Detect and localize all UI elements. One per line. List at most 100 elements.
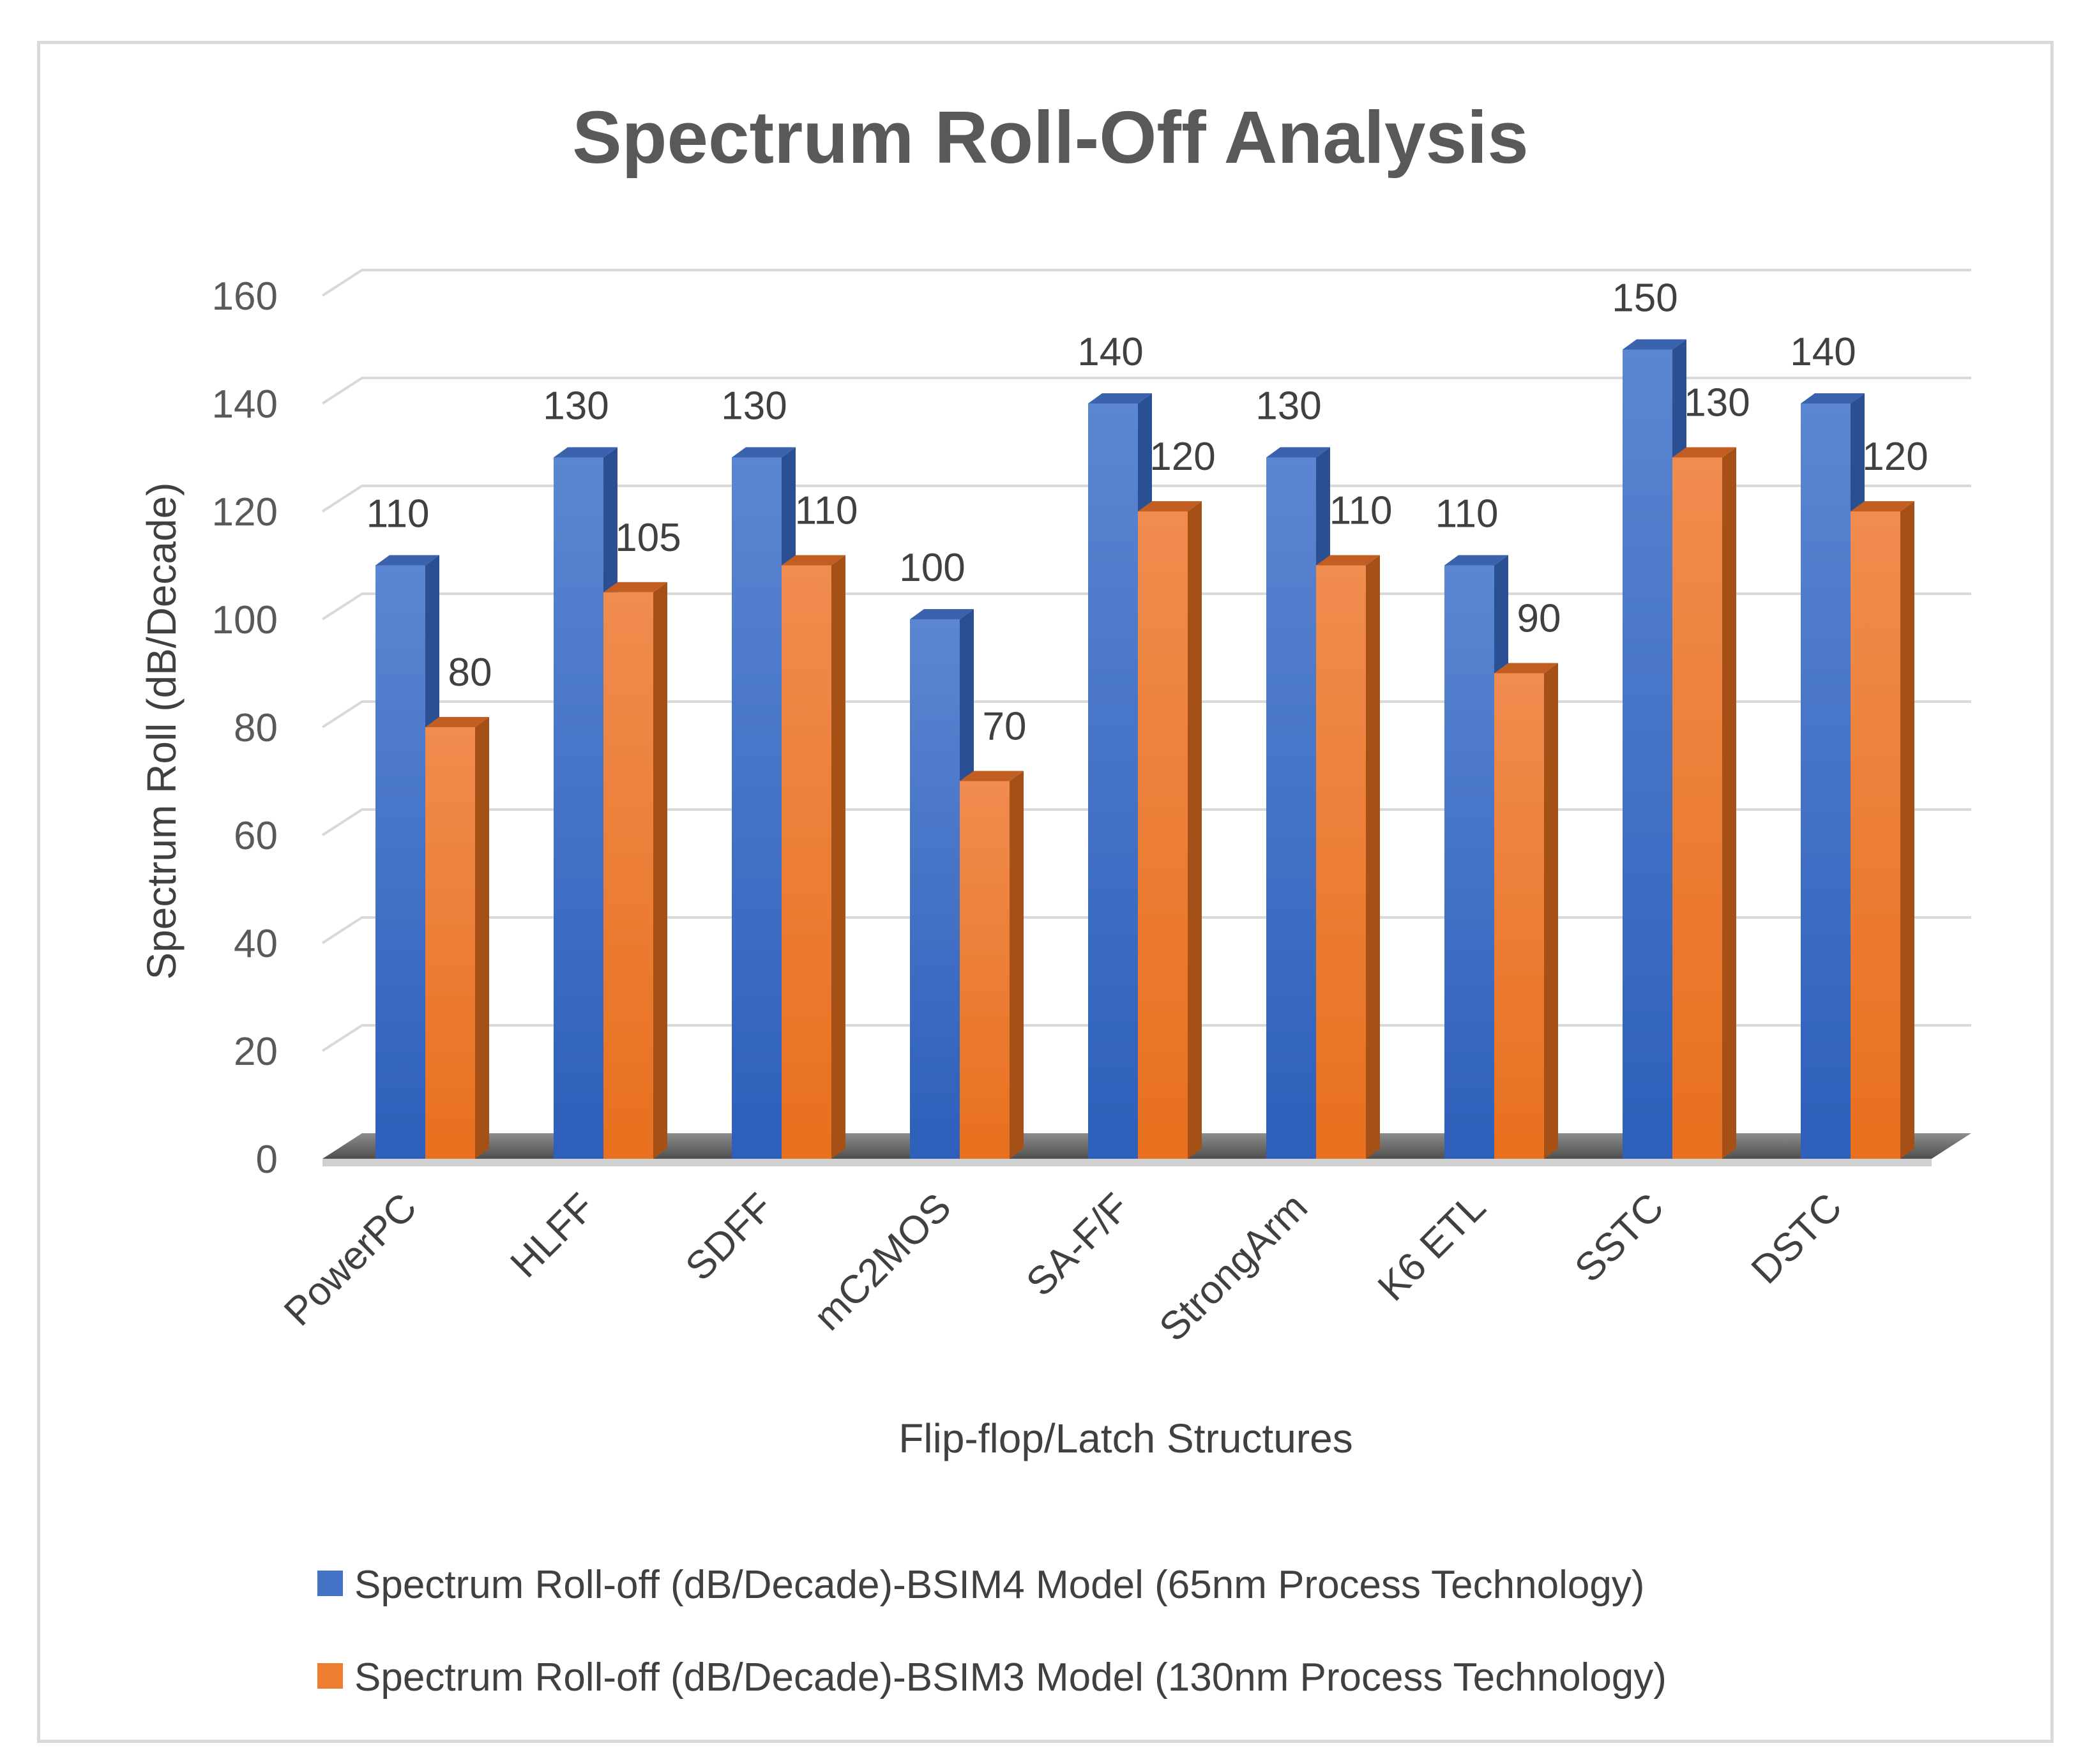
y-tick-label: 40 [234, 922, 278, 966]
bar-front [1851, 511, 1900, 1159]
data-label: 130 [721, 384, 787, 428]
y-tick-label: 120 [212, 490, 278, 534]
legend: Spectrum Roll-off (dB/Decade)-BSIM4 Mode… [317, 1563, 1667, 1700]
bar-side [1722, 447, 1736, 1159]
bar-top [1316, 555, 1380, 566]
legend-swatch-bsim3 [317, 1663, 343, 1689]
data-label: 110 [1435, 492, 1499, 536]
y-tick-label: 80 [234, 706, 278, 750]
bar-front [1316, 565, 1366, 1159]
bar-top [1088, 393, 1152, 403]
chart-title: Spectrum Roll-Off Analysis [572, 96, 1529, 179]
data-label: 80 [448, 651, 492, 695]
x-tick-label: K6 ETL [1370, 1185, 1494, 1309]
gridline [321, 1024, 1971, 1052]
bar-bsim3 [425, 717, 489, 1159]
y-tick-label: 160 [212, 275, 278, 319]
bar-top [425, 717, 489, 727]
data-label: 110 [367, 492, 430, 536]
bar-side [1188, 501, 1202, 1159]
y-tick-label: 140 [212, 382, 278, 426]
data-label: 110 [795, 489, 858, 533]
gridline [321, 808, 1971, 836]
bar-front [1672, 457, 1722, 1159]
x-axis-title: Flip-flop/Latch Structures [898, 1415, 1352, 1461]
bar-bsim3 [782, 555, 845, 1159]
data-label: 130 [543, 384, 609, 428]
bar-top [375, 555, 439, 566]
legend-swatch-bsim4 [317, 1571, 343, 1596]
x-tick-label: PowerPC [276, 1185, 425, 1334]
bar-top [554, 447, 617, 458]
floor-edge [322, 1159, 1932, 1166]
y-tick-label: 60 [234, 814, 278, 858]
y-tick-label: 20 [234, 1030, 278, 1074]
gridline [321, 485, 1971, 513]
data-label: 90 [1517, 597, 1561, 641]
y-tick-label: 100 [212, 598, 278, 642]
bar-bsim3 [1316, 555, 1380, 1159]
bar-side [1900, 501, 1914, 1159]
bar-top [1444, 555, 1508, 566]
data-label: 130 [1255, 384, 1321, 428]
x-tick-label: mC2MOS [806, 1185, 960, 1339]
x-tick-label: SA-F/F [1018, 1185, 1138, 1305]
bar-front [1444, 565, 1494, 1159]
y-tick-label: 0 [256, 1138, 278, 1182]
y-axis-title: Spectrum Roll (dB/Decade) [139, 483, 185, 980]
bar-front [910, 619, 960, 1159]
data-label: 130 [1684, 381, 1750, 425]
data-label: 100 [899, 546, 965, 590]
bar-side [475, 717, 489, 1159]
bar-front [1138, 511, 1188, 1159]
data-labels: 110 80 130 105 130 110 100 70 140 120 130 110 110 90 1… [367, 276, 1928, 749]
bar-front [1088, 403, 1138, 1159]
bar-bsim3 [1672, 447, 1736, 1159]
x-tick-label: HLFF [503, 1185, 603, 1286]
data-label: 120 [1862, 435, 1928, 479]
bar-top [910, 609, 974, 619]
bar-front [1623, 349, 1672, 1159]
x-tick-label: DSTC [1743, 1185, 1851, 1292]
bar-top [782, 555, 845, 566]
bar-bsim3 [603, 582, 667, 1159]
gridline [321, 269, 1971, 297]
bar-top [1801, 393, 1865, 403]
bar-front [603, 592, 653, 1159]
bar-top [1672, 447, 1736, 458]
bar-front [960, 781, 1010, 1159]
gridline [321, 916, 1971, 944]
x-axis-categories: PowerPC HLFF SDFF mC2MOS SA-F/F StrongArm K6 E… [276, 1185, 1851, 1350]
x-tick-label: SSTC [1566, 1185, 1672, 1291]
legend-label-bsim4: Spectrum Roll-off (dB/Decade)-BSIM4 Mode… [354, 1563, 1644, 1607]
gridlines [321, 269, 1971, 1052]
bar-top [960, 771, 1024, 781]
bar-front [1266, 457, 1316, 1159]
data-label: 140 [1790, 330, 1856, 374]
bar-bsim3 [1851, 501, 1914, 1159]
data-label: 110 [1329, 489, 1393, 533]
bar-bsim3 [1138, 501, 1202, 1159]
x-tick-label: SDFF [678, 1185, 782, 1289]
bar-top [1494, 663, 1558, 674]
bars [375, 339, 1914, 1159]
bar-bsim3 [1494, 663, 1558, 1159]
y-axis-ticks: 0 20 40 60 80 100 120 140 160 [212, 275, 278, 1182]
data-label: 120 [1149, 435, 1215, 479]
bar-top [603, 582, 667, 592]
gridline [321, 377, 1971, 405]
bar-bsim4 [375, 555, 439, 1159]
bar-front [425, 727, 475, 1159]
legend-label-bsim3: Spectrum Roll-off (dB/Decade)-BSIM3 Mode… [354, 1655, 1667, 1700]
bar-bsim3 [960, 771, 1024, 1159]
bar-front [1801, 403, 1851, 1159]
bar-side [831, 555, 845, 1159]
bar-top [1138, 501, 1202, 511]
bar-front [554, 457, 603, 1159]
bar-top [1851, 501, 1914, 511]
bar-front [375, 565, 425, 1159]
gridline [321, 592, 1971, 621]
data-label: 105 [615, 516, 681, 560]
bar-side [653, 582, 667, 1159]
